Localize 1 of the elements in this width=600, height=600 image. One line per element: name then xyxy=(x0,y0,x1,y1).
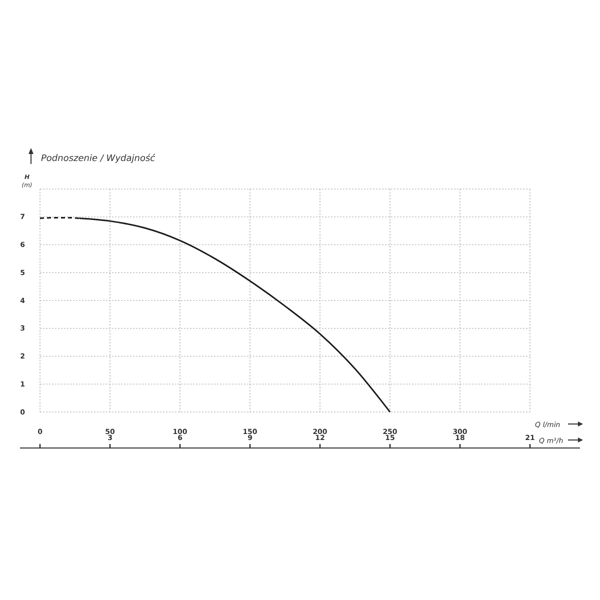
chart-title: Podnoszenie / Wydajność xyxy=(41,153,156,164)
